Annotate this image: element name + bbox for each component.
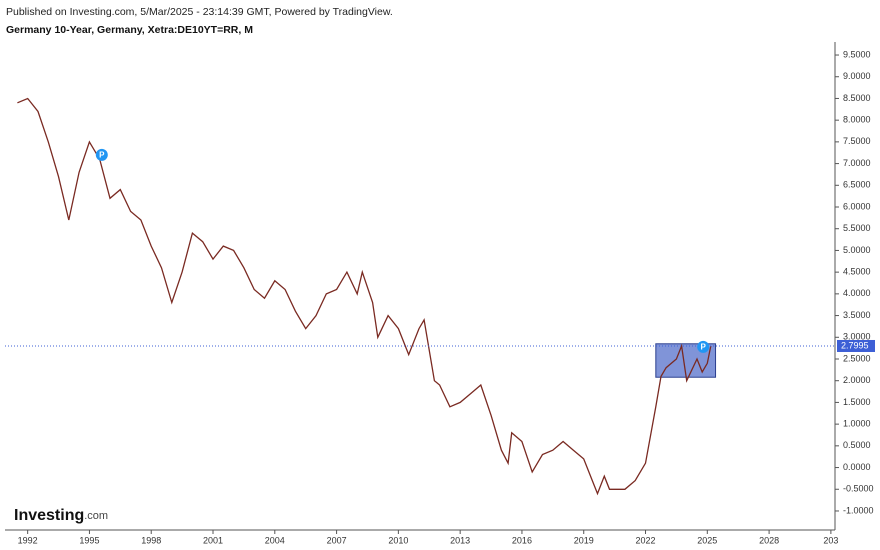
x-tick-label: 1998 [141, 535, 161, 545]
logo-brand: Investing [14, 507, 84, 524]
y-tick-label: 2.5000 [843, 353, 871, 363]
x-tick-label: 1995 [79, 535, 99, 545]
x-tick-label: 2025 [697, 535, 717, 545]
x-tick-label: 1992 [18, 535, 38, 545]
y-tick-label: -0.5000 [843, 484, 874, 494]
y-tick-label: 0.5000 [843, 440, 871, 450]
y-tick-label: 6.5000 [843, 180, 871, 190]
x-tick-label: 2004 [265, 535, 285, 545]
y-tick-label: 0.0000 [843, 462, 871, 472]
x-tick-label: 2001 [203, 535, 223, 545]
price-line [17, 97, 712, 496]
y-tick-label: 9.0000 [843, 71, 871, 81]
last-price-box [837, 339, 875, 352]
x-tick-label: 2010 [388, 535, 408, 545]
y-tick-label: 9.5000 [843, 49, 871, 59]
y-tick-label: 7.0000 [843, 158, 871, 168]
logo: Investing.com [14, 507, 108, 524]
y-tick-label: 4.0000 [843, 288, 871, 298]
y-tick-label: 5.5000 [843, 223, 871, 233]
y-tick-label: 8.0000 [843, 115, 871, 125]
x-tick-label: 2022 [636, 535, 656, 545]
y-tick-label: 1.5000 [843, 397, 871, 407]
x-tick-label: 2019 [574, 535, 594, 545]
x-tick-label: 2013 [450, 535, 470, 545]
y-tick-label: 8.5000 [843, 93, 871, 103]
y-tick-label: 7.5000 [843, 136, 871, 146]
marker [95, 148, 108, 161]
y-tick-label: 3.0000 [843, 332, 871, 342]
chart-title: Germany 10-Year, Germany, Xetra:DE10YT=R… [6, 24, 253, 36]
y-tick-label: 2.0000 [843, 375, 871, 385]
y-tick-label: 4.5000 [843, 267, 871, 277]
y-tick-label: 5.0000 [843, 245, 871, 255]
last-price-label: 2.7995 [841, 340, 869, 350]
x-tick-label: 2028 [759, 535, 779, 545]
x-tick-label: 2016 [512, 535, 532, 545]
y-tick-label: 1.0000 [843, 419, 871, 429]
x-tick-label: 203 [823, 535, 838, 545]
logo-suffix: .com [84, 510, 108, 522]
y-tick-label: -1.0000 [843, 505, 874, 515]
y-tick-label: 3.5000 [843, 310, 871, 320]
marker-label: P [99, 151, 105, 160]
marker [697, 340, 710, 353]
published-note: Published on Investing.com, 5/Mar/2025 -… [6, 6, 393, 18]
marker-label: P [701, 342, 707, 351]
x-tick-label: 2007 [327, 535, 347, 545]
y-tick-label: 6.0000 [843, 201, 871, 211]
